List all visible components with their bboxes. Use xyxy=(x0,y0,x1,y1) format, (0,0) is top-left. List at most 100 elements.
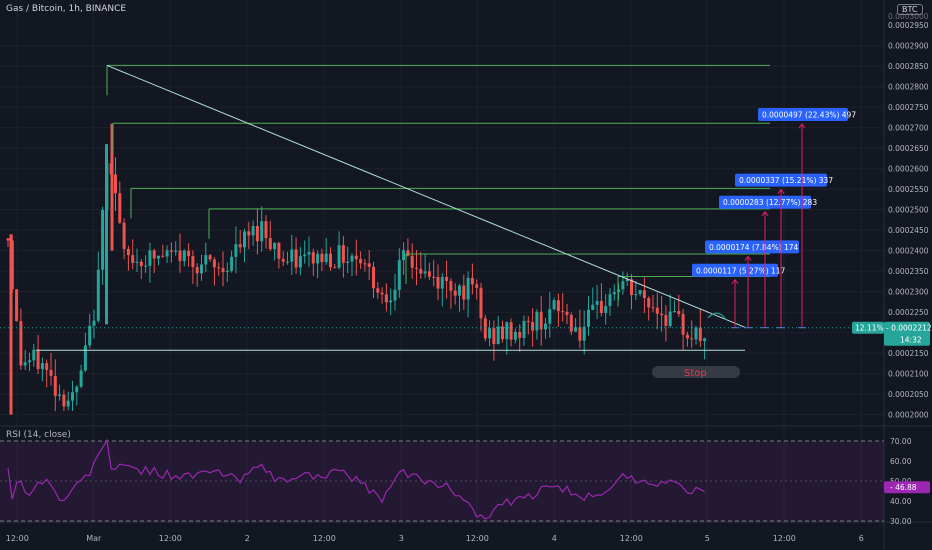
candle-body xyxy=(225,270,229,272)
candle-body xyxy=(488,328,492,339)
candle-body xyxy=(15,289,19,322)
arrow-head-icon xyxy=(777,188,785,194)
candle-body xyxy=(101,209,105,270)
candle-body xyxy=(178,250,182,262)
candle-body xyxy=(350,255,354,262)
candle-body xyxy=(333,267,337,269)
candle-body xyxy=(432,276,436,278)
symbol-title: Gas / Bitcoin, 1h, BINANCE xyxy=(6,4,127,14)
candle-body xyxy=(655,307,659,314)
candle-body xyxy=(402,250,406,261)
candle-body xyxy=(423,271,427,274)
candle-body xyxy=(642,290,646,298)
candle-body xyxy=(354,255,358,260)
candle-body xyxy=(122,222,126,249)
price-tick-label: 0.0003000 xyxy=(888,12,929,21)
candle-body xyxy=(526,321,530,323)
change-badge xyxy=(852,321,884,334)
candle-body xyxy=(427,271,431,277)
candle-body xyxy=(372,266,375,289)
candle-body xyxy=(565,311,569,315)
candle-body xyxy=(479,287,483,319)
candle-body xyxy=(208,255,212,260)
candle-body xyxy=(238,244,242,248)
candle-body xyxy=(247,231,251,236)
candle-body xyxy=(286,261,289,263)
candle-body xyxy=(673,311,676,313)
candle-body xyxy=(582,326,586,341)
time-tick-label: 12:00 xyxy=(159,534,182,543)
candle-body xyxy=(277,243,281,259)
descending-trendline xyxy=(106,64,746,328)
rsi-value-label: - 46.88 xyxy=(890,483,917,492)
price-tick-label: 0.0002900 xyxy=(888,42,929,51)
candle-body xyxy=(139,261,143,267)
candle-body xyxy=(621,281,625,290)
price-tick-label: 0.0002250 xyxy=(888,308,929,317)
currency-badge[interactable]: BTC xyxy=(897,4,923,15)
change-badge-label: 12.11% xyxy=(855,324,884,333)
candle-body xyxy=(264,221,268,239)
candle-body xyxy=(458,285,461,296)
candle-body xyxy=(329,253,332,268)
price-tick-label: 0.0002050 xyxy=(888,390,929,399)
rsi-tick-label: 70.00 xyxy=(890,437,912,446)
candle-body xyxy=(660,313,664,316)
measurement-badge xyxy=(705,240,799,254)
candle-body xyxy=(346,261,350,263)
candle-body xyxy=(694,327,698,340)
candle-body xyxy=(518,331,522,338)
price-tick-label: 0.0002650 xyxy=(888,144,929,153)
candle-body xyxy=(45,363,49,370)
candle-body xyxy=(531,322,535,331)
candle-body xyxy=(535,311,539,331)
candle-body xyxy=(492,328,496,345)
price-tick-label: 0.0002000 xyxy=(888,411,929,420)
candle-body xyxy=(221,268,225,272)
candle-body xyxy=(341,245,345,263)
candle-body xyxy=(204,255,208,265)
time-tick-label: 12:00 xyxy=(313,534,336,543)
candle-body xyxy=(53,376,57,396)
candle-body xyxy=(440,276,444,289)
candle-body xyxy=(638,290,642,294)
candle-body xyxy=(475,284,479,288)
candle-body xyxy=(384,294,388,303)
candle-body xyxy=(191,256,195,268)
candle-body xyxy=(410,255,414,268)
candle-body xyxy=(436,277,440,289)
candle-body xyxy=(148,250,152,266)
candle-body xyxy=(157,255,160,259)
candle-body xyxy=(703,338,707,341)
candle-body xyxy=(251,225,255,236)
candle-body xyxy=(380,292,384,295)
candles xyxy=(6,123,707,415)
candle-body xyxy=(135,261,139,263)
time-tick-label: Mar xyxy=(86,534,102,543)
time-tick-label: 5 xyxy=(705,534,710,543)
candle-body xyxy=(298,256,302,268)
candle-body xyxy=(556,300,560,312)
measurement-label: 0.0000283 (12.77%) 283 xyxy=(723,198,817,207)
rsi-tick-label: 60.00 xyxy=(890,457,912,466)
rsi-tick-label: 30.00 xyxy=(890,517,912,526)
candle-body xyxy=(604,305,608,314)
price-tick-label: 0.0002450 xyxy=(888,226,929,235)
candle-body xyxy=(88,325,92,346)
candle-body xyxy=(187,250,191,257)
countdown-label: 14:32 xyxy=(900,336,922,345)
measurement-badge xyxy=(735,173,827,187)
candle-body xyxy=(324,253,328,263)
candle-body xyxy=(36,349,40,370)
candle-body xyxy=(419,268,423,274)
candle-body xyxy=(389,300,393,303)
candle-body xyxy=(217,267,221,269)
price-tick-label: 0.0002300 xyxy=(888,288,929,297)
current-price-label: - 0.0002212 xyxy=(886,324,932,333)
time-tick-label: 6 xyxy=(859,534,864,543)
candle-body xyxy=(40,363,44,370)
arrow-head-icon xyxy=(731,278,739,285)
candle-body xyxy=(161,255,165,257)
measurement-label: 0.0000497 (22.43%) 497 xyxy=(762,111,856,120)
